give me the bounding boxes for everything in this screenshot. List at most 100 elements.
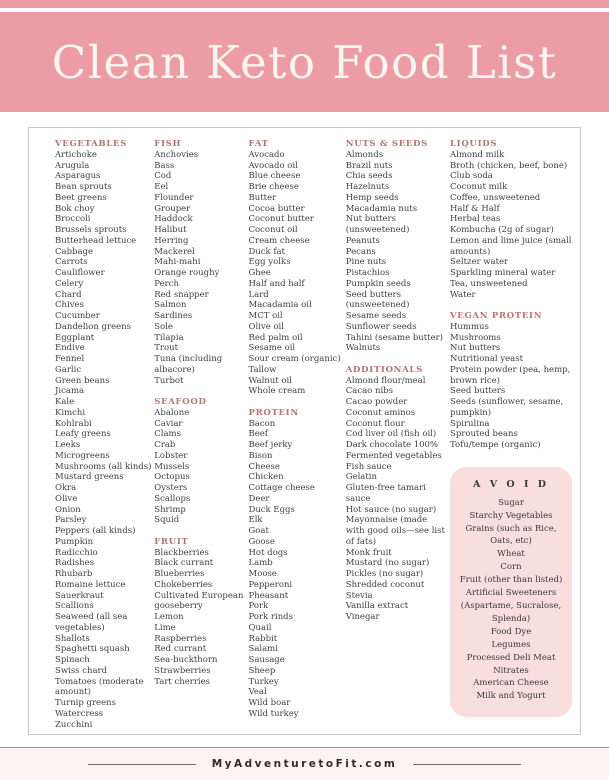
list-item: Cod liver oil (fish oil) xyxy=(345,429,437,440)
list-item: Sunflower seeds xyxy=(345,321,417,332)
section-header: ADDITIONALS xyxy=(345,364,423,375)
section-header: FRUIT xyxy=(154,536,189,547)
list-item: Goat xyxy=(248,526,269,536)
list-item: Orange roughy xyxy=(154,268,220,278)
list-item: Microgreens xyxy=(55,450,110,461)
list-item: Salami xyxy=(248,644,278,655)
list-item: Red currant xyxy=(154,644,207,655)
list-item: Butter xyxy=(248,192,277,203)
list-item: Pine nuts xyxy=(345,257,387,268)
section-header: NUTS & SEEDS xyxy=(345,139,428,149)
list-item: Kombucha (2g of sugar) xyxy=(450,225,554,235)
list-item: Duck fat xyxy=(248,246,286,257)
list-item: Raspberries xyxy=(154,633,207,644)
list-item: Lime xyxy=(154,622,176,633)
list-item: Kohlrabi xyxy=(55,418,92,429)
list-item: Moose xyxy=(248,569,277,579)
list-item: Beef xyxy=(248,429,268,440)
list-item: Leafy greens xyxy=(55,429,111,440)
list-item: Almond milk xyxy=(450,149,505,160)
list-item: Okra xyxy=(55,483,77,493)
top-accent-strip xyxy=(0,0,609,8)
list-item: Red snapper xyxy=(154,289,209,300)
list-item: Dark chocolate 100% xyxy=(345,440,439,450)
list-item: Zucchini xyxy=(55,719,93,730)
list-item: Black currant xyxy=(154,558,214,569)
list-item: Lemon and lime juice (small amounts) xyxy=(450,235,572,257)
footer-site-link[interactable]: MyAdventuretoFit.com xyxy=(211,758,398,770)
list-item: Tomatoes (moderate amount) xyxy=(55,676,144,698)
list-item: Pepperoni xyxy=(248,579,293,590)
list-item: Wild boar xyxy=(248,698,291,708)
list-item: Herring xyxy=(154,235,189,246)
list-item: Red palm oil xyxy=(248,332,303,343)
section-protein: PROTEIN Bacon Beef Beef jerky Bison Cheese Chi… xyxy=(249,408,344,720)
avoid-item: American Cheese xyxy=(473,678,549,689)
list-item: Duck Eggs xyxy=(248,504,295,515)
section-fish: FISH Anchovies Bass Cod Eel Flounder Grouper Ha… xyxy=(154,139,246,386)
list-item: Mustard greens xyxy=(55,472,124,483)
list-item: Coconut butter xyxy=(248,214,314,225)
list-item: Onion xyxy=(55,504,81,515)
list-item: Trout xyxy=(154,343,178,354)
list-item: Bison xyxy=(248,450,273,461)
list-item: Beef jerky xyxy=(248,440,293,450)
list-item: Spaghetti squash xyxy=(55,644,130,655)
list-item: Flounder xyxy=(154,192,194,203)
list-item: Walnuts xyxy=(345,343,381,354)
list-item: Asparagus xyxy=(55,171,101,182)
avoid-item: Artificial Sweeteners (Aspartame, Sucral… xyxy=(460,588,562,624)
list-item: Sheep xyxy=(248,665,276,676)
title-banner: Clean Keto Food List xyxy=(0,12,609,112)
list-item: Olive oil xyxy=(248,321,285,332)
list-item: Broccoli xyxy=(55,214,91,225)
list-item: Rhubarb xyxy=(55,569,93,579)
list-item: Tilapia xyxy=(154,332,184,343)
avoid-item: Milk and Yogurt xyxy=(476,691,546,702)
list-item: Hazelnuts xyxy=(345,182,390,192)
list-item: Cacao nibs xyxy=(345,386,393,397)
list-item: Lobster xyxy=(154,450,188,461)
list-item: Seltzer water xyxy=(450,257,509,268)
list-item: Cocoa butter xyxy=(248,203,305,214)
avoid-items: Sugar Starchy Vegetables Grains (such as R… xyxy=(457,497,565,704)
list-item: Coconut milk xyxy=(450,182,508,192)
list-item: Eel xyxy=(154,182,169,192)
list-item: Bean sprouts xyxy=(55,182,112,192)
list-item: Half and half xyxy=(248,278,305,289)
list-item: Quail xyxy=(248,622,272,633)
list-item: Pork rinds xyxy=(248,612,293,622)
list-item: Scallions xyxy=(55,601,94,612)
list-item: Halibut xyxy=(154,225,187,235)
list-item: Mayonnaise (made with good oils—see list… xyxy=(345,515,445,547)
list-item: Tart cherries xyxy=(154,676,211,687)
list-item: Cottage cheese xyxy=(248,483,315,493)
list-item: Scallops xyxy=(154,493,191,504)
list-item: Bacon xyxy=(248,418,276,429)
list-item: Protein powder (pea, hemp, brown rice) xyxy=(450,364,571,386)
list-item: Chard xyxy=(55,289,82,300)
list-item: Blackberries xyxy=(154,547,209,558)
avoid-item: Wheat xyxy=(497,549,525,560)
section-seafood: SEAFOOD Abalone Caviar Clams Crab Lobster Muss… xyxy=(154,397,246,526)
list-item: Wild turkey xyxy=(248,708,299,719)
list-item: Pumpkin seeds xyxy=(345,278,411,289)
column-fish-seafood-fruit: FISH Anchovies Bass Cod Eel Flounder Grouper Ha… xyxy=(154,139,246,734)
list-item: Jicama xyxy=(55,386,85,397)
list-item: Fish sauce xyxy=(345,461,392,472)
avoid-item: Processed Deli Meat xyxy=(466,652,556,663)
list-item: Sea-buckthorn xyxy=(154,655,218,665)
list-item: Pecans xyxy=(345,246,376,257)
list-item: Mushrooms xyxy=(450,332,501,343)
list-item: Pistachios xyxy=(345,268,390,278)
list-item: Spirulina xyxy=(450,418,490,429)
list-item: Dandelion greens xyxy=(55,321,131,332)
list-item: Lemon xyxy=(154,612,184,622)
section-header: VEGETABLES xyxy=(55,139,128,149)
list-item: Butterhead lettuce xyxy=(55,235,137,246)
list-item: Nut butters xyxy=(450,343,501,354)
list-item: Radishes xyxy=(55,558,95,569)
list-item: Hemp seeds xyxy=(345,192,399,203)
list-item: Kimchi xyxy=(55,407,86,418)
list-item: Mahi-mahi xyxy=(154,257,201,268)
